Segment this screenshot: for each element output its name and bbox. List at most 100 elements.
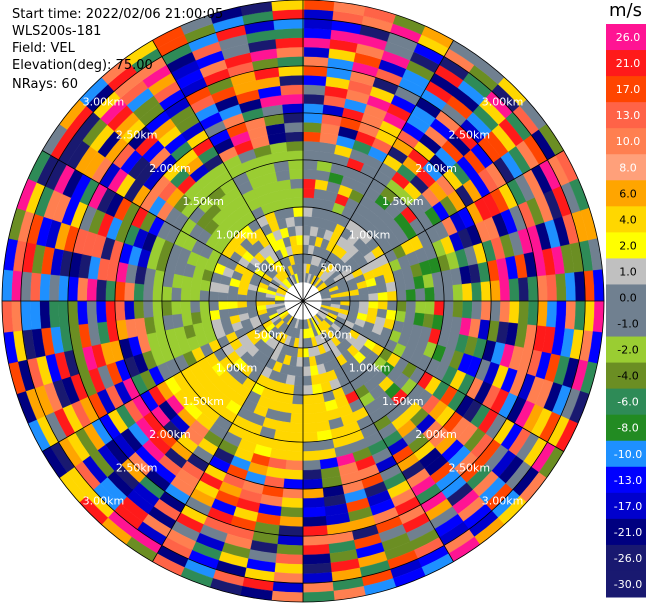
velocity-cell xyxy=(461,283,473,302)
velocity-cell xyxy=(292,384,304,396)
colorbar-swatch xyxy=(606,154,646,181)
velocity-cell xyxy=(302,216,313,227)
velocity-cell xyxy=(171,286,182,302)
velocity-cell xyxy=(283,112,304,124)
colorbar-tick-labels: 26.0 21.0 17.0 13.0 10.0 8.0 6.0 4.0 2.0 1.0 0.0 -1… xyxy=(614,31,642,591)
range-ring-label: 2.00km xyxy=(415,162,457,175)
velocity-cell xyxy=(30,299,42,330)
colorbar-swatch xyxy=(606,414,646,442)
colorbar-tick-label: -30.0 xyxy=(614,578,642,591)
velocity-cell xyxy=(272,572,304,584)
velocity-cell xyxy=(20,270,32,302)
range-ring-label: 500m xyxy=(320,262,352,275)
velocity-cell xyxy=(289,413,304,424)
colorbar-tick-label: 10.0 xyxy=(616,135,641,148)
velocity-cell xyxy=(517,277,529,302)
colorbar-tick-label: 8.0 xyxy=(619,161,637,174)
range-ring-label: 3.00km xyxy=(83,95,125,108)
velocity-cell xyxy=(273,18,305,30)
velocity-cell xyxy=(297,253,304,264)
velocity-cell xyxy=(281,487,304,499)
azimuth-line xyxy=(302,300,564,452)
colorbar-swatch xyxy=(606,76,646,103)
velocity-cell xyxy=(189,288,201,302)
instrument-label: WLS200s-181 xyxy=(12,24,102,39)
velocity-cell xyxy=(471,300,482,321)
colorbar-tick-label: -26.0 xyxy=(614,552,642,565)
velocity-cell xyxy=(349,294,360,302)
range-ring-label: 3.00km xyxy=(83,495,125,508)
velocity-cell xyxy=(290,178,304,189)
velocity-cell xyxy=(302,394,314,405)
velocity-cell xyxy=(287,150,304,161)
velocity-cell xyxy=(424,300,435,316)
velocity-cell xyxy=(279,75,304,87)
azimuth-line xyxy=(302,40,454,302)
velocity-cell xyxy=(302,18,334,30)
velocity-cell xyxy=(405,300,417,314)
velocity-cell xyxy=(105,300,117,322)
range-ring-label: 1.50km xyxy=(382,395,424,408)
velocity-cell xyxy=(271,0,305,12)
velocity-cell xyxy=(301,553,331,565)
velocity-cell xyxy=(452,300,464,319)
velocity-cell xyxy=(302,338,309,349)
velocity-cell xyxy=(237,300,248,309)
colorbar-swatch xyxy=(606,388,646,416)
velocity-cell xyxy=(368,292,379,302)
velocity-cell xyxy=(302,487,324,499)
velocity-cell xyxy=(30,271,42,302)
velocity-cell xyxy=(564,300,576,331)
velocity-cell xyxy=(376,283,388,294)
velocity-cell xyxy=(415,300,426,315)
velocity-cell xyxy=(555,273,567,303)
velocity-cell xyxy=(471,282,482,302)
range-ring-label: 1.50km xyxy=(382,195,424,208)
velocity-cell xyxy=(592,269,605,303)
velocity-cell xyxy=(39,272,51,302)
velocity-cell xyxy=(295,235,304,246)
velocity-cell xyxy=(302,347,310,358)
velocity-cell xyxy=(302,93,326,105)
colorbar-tick-label: -2.0 xyxy=(617,344,638,357)
colorbar-tick-label: -17.0 xyxy=(614,500,642,513)
range-ring-label: 2.50km xyxy=(448,129,490,142)
velocity-cell xyxy=(480,281,492,302)
velocity-cell xyxy=(424,287,435,302)
velocity-cell xyxy=(405,289,417,302)
velocity-cell xyxy=(293,375,304,386)
velocity-cell xyxy=(285,450,304,462)
velocity-cell xyxy=(302,206,314,218)
velocity-cell xyxy=(555,300,567,330)
velocity-cell xyxy=(433,300,445,317)
velocity-cell xyxy=(276,46,305,58)
velocity-cell xyxy=(291,187,304,199)
velocity-cell xyxy=(283,469,304,480)
velocity-cell xyxy=(67,300,79,326)
velocity-cell xyxy=(189,300,201,313)
velocity-cell xyxy=(499,300,511,324)
velocity-cell xyxy=(293,206,304,217)
velocity-cell xyxy=(302,28,333,40)
azimuth-lines xyxy=(2,0,604,602)
azimuth-line xyxy=(152,40,304,302)
start-time-label: Start time: 2022/02/06 21:00:05 xyxy=(12,7,224,22)
velocity-cell xyxy=(95,278,107,302)
colorbar-swatch xyxy=(606,440,646,468)
velocity-cell xyxy=(301,562,332,574)
colorbar-tick-label: -1.0 xyxy=(617,318,638,331)
colorbar-swatch xyxy=(606,180,646,207)
colorbar-swatch xyxy=(606,50,646,77)
plot-metadata: Start time: 2022/02/06 21:00:05 WLS200s-… xyxy=(12,6,223,93)
velocity-cell xyxy=(302,497,325,509)
velocity-cell xyxy=(302,422,317,433)
colorbar-units: m/s xyxy=(609,0,642,21)
velocity-cell xyxy=(443,285,454,302)
velocity-cell xyxy=(302,75,328,87)
colorbar-tick-label: 17.0 xyxy=(616,83,641,96)
velocity-cell xyxy=(286,140,304,152)
colorbar-swatch xyxy=(606,518,646,546)
velocity-cell xyxy=(302,459,321,471)
range-ring-label: 500m xyxy=(320,328,352,341)
velocity-cell xyxy=(301,544,330,556)
